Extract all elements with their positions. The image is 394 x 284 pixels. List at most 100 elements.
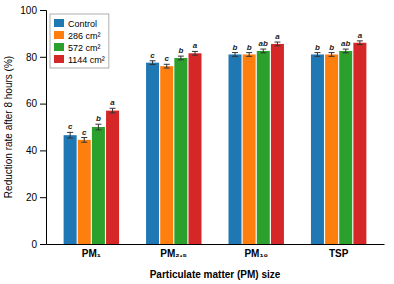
bar <box>188 53 201 244</box>
significance-letter: c <box>82 128 87 137</box>
error-bar <box>232 53 238 57</box>
y-tick: 20 <box>26 192 46 203</box>
y-tick-label: 20 <box>26 192 38 203</box>
significance-letter: c <box>150 51 155 60</box>
legend-item: 1144 cm² <box>54 55 105 65</box>
y-tick-mark <box>40 10 46 11</box>
x-tick: PM₁₀ <box>244 248 268 259</box>
significance-letter: b <box>233 43 238 52</box>
y-tick-mark <box>40 150 46 151</box>
legend-swatch <box>54 55 64 63</box>
bar <box>243 54 256 244</box>
y-tick-mark <box>40 57 46 58</box>
error-bar <box>95 124 101 130</box>
y-tick: 60 <box>26 98 46 109</box>
x-axis-title: Particulate matter (PM) size <box>150 269 281 280</box>
x-tick-label: PM₂.₅ <box>160 248 187 259</box>
bar <box>92 127 105 244</box>
significance-letter: b <box>329 43 334 52</box>
y-tick: 100 <box>20 5 46 16</box>
y-axis-title: Reduction rate after 8 hours (%) <box>3 56 14 198</box>
bar <box>311 54 324 244</box>
error-bar <box>246 53 252 57</box>
error-bar <box>150 61 156 65</box>
bar <box>339 51 352 244</box>
legend-swatch <box>54 43 64 51</box>
y-tick-label: 60 <box>26 98 38 109</box>
x-tick: PM₁ <box>82 248 101 259</box>
legend-item: Control <box>54 19 97 29</box>
significance-letter: a <box>275 32 280 41</box>
y-tick-label: 80 <box>26 52 38 63</box>
error-bar <box>81 138 87 143</box>
legend-item: 572 cm² <box>54 43 101 53</box>
legend-label: 572 cm² <box>68 43 101 53</box>
bar <box>325 54 338 244</box>
y-tick-mark <box>40 197 46 198</box>
series <box>106 41 366 244</box>
y-axis: 0 20 40 60 80 100 <box>20 5 46 250</box>
significance-letter: b <box>315 43 320 52</box>
error-bar <box>192 51 198 55</box>
legend-swatch <box>54 19 64 27</box>
y-tick-label: 0 <box>31 239 37 250</box>
bar <box>146 63 159 244</box>
significance-letter: a <box>358 31 363 40</box>
y-tick: 0 <box>31 239 46 250</box>
chart: 020406080100PM₁PM₂.₅PM₁₀TSPccbbccbbbbaba… <box>0 0 394 284</box>
y-axis-line <box>40 11 47 245</box>
x-tick-label: TSP <box>329 248 349 259</box>
bar <box>228 54 241 244</box>
x-tick-label: PM₁ <box>82 248 101 259</box>
y-tick-mark <box>40 244 46 245</box>
legend-swatch <box>54 31 64 39</box>
bar <box>64 135 77 244</box>
error-bar <box>329 53 335 57</box>
y-tick-label: 40 <box>26 145 38 156</box>
significance-letter: ab <box>259 39 268 48</box>
y-tick-label: 100 <box>20 5 37 16</box>
legend-label: 286 cm² <box>68 31 101 41</box>
y-tick: 40 <box>26 145 46 156</box>
legend-label: 1144 cm² <box>68 55 105 65</box>
error-bar <box>164 64 170 68</box>
significance-letter: b <box>247 43 252 52</box>
x-axis-line <box>47 244 385 245</box>
annotations: ccbbccbbbbababaaaa <box>68 31 363 137</box>
plot-area: 020406080100PM₁PM₂.₅PM₁₀TSPccbbccbbbbaba… <box>20 5 384 259</box>
bar <box>160 66 173 244</box>
bar <box>271 44 284 244</box>
significance-letter: c <box>164 54 169 63</box>
significance-letter: b <box>96 114 101 123</box>
significance-letter: ab <box>341 39 350 48</box>
legend-box <box>50 14 109 68</box>
bar <box>353 43 366 244</box>
x-axis: PM₁ PM₂.₅ PM₁₀ TSP <box>47 245 385 260</box>
x-tick-label: PM₁₀ <box>244 248 268 259</box>
error-bar <box>67 132 73 138</box>
bar <box>257 51 270 244</box>
x-tick: PM₂.₅ <box>160 248 187 259</box>
series <box>64 53 324 244</box>
legend: Control 286 cm² 572 cm² 1144 cm² <box>50 14 109 68</box>
marks <box>64 41 367 244</box>
legend-item: 286 cm² <box>54 31 101 41</box>
bar <box>78 140 91 244</box>
bar <box>106 111 119 244</box>
significance-letter: c <box>68 122 73 131</box>
error-bar <box>260 49 266 53</box>
significance-letter: a <box>110 98 115 107</box>
y-tick-mark <box>40 104 46 105</box>
significance-letter: a <box>193 41 198 50</box>
series <box>92 49 352 244</box>
error-bar <box>343 49 349 53</box>
legend-label: Control <box>68 19 97 29</box>
error-bar <box>357 41 363 45</box>
error-bar <box>314 53 320 57</box>
error-bar <box>178 56 184 60</box>
bar <box>174 58 187 244</box>
series <box>78 53 338 244</box>
x-tick: TSP <box>329 248 349 259</box>
error-bar <box>110 108 116 113</box>
y-tick: 80 <box>26 52 46 63</box>
